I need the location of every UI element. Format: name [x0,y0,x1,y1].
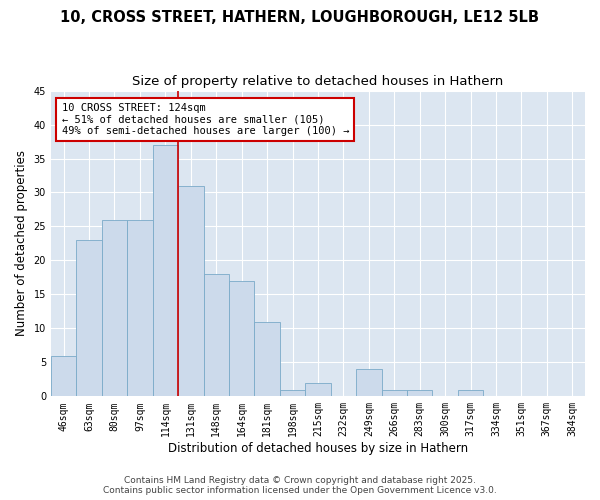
Bar [407,390,433,396]
Text: Contains HM Land Registry data © Crown copyright and database right 2025.
Contai: Contains HM Land Registry data © Crown c… [103,476,497,495]
X-axis label: Distribution of detached houses by size in Hathern: Distribution of detached houses by size … [168,442,468,455]
Bar [152,145,178,397]
Text: 10 CROSS STREET: 124sqm
← 51% of detached houses are smaller (105)
49% of semi-d: 10 CROSS STREET: 124sqm ← 51% of detache… [62,103,349,136]
Y-axis label: Number of detached properties: Number of detached properties [15,150,28,336]
Title: Size of property relative to detached houses in Hathern: Size of property relative to detached ho… [133,75,503,88]
Bar [127,220,152,396]
Bar [305,382,331,396]
Bar [76,240,102,396]
Bar [280,390,305,396]
Bar [382,390,407,396]
Bar [458,390,483,396]
Bar [356,369,382,396]
Bar [102,220,127,396]
Bar [51,356,76,397]
Bar [178,186,203,396]
Text: 10, CROSS STREET, HATHERN, LOUGHBOROUGH, LE12 5LB: 10, CROSS STREET, HATHERN, LOUGHBOROUGH,… [61,10,539,25]
Bar [229,281,254,396]
Bar [203,274,229,396]
Bar [254,322,280,396]
